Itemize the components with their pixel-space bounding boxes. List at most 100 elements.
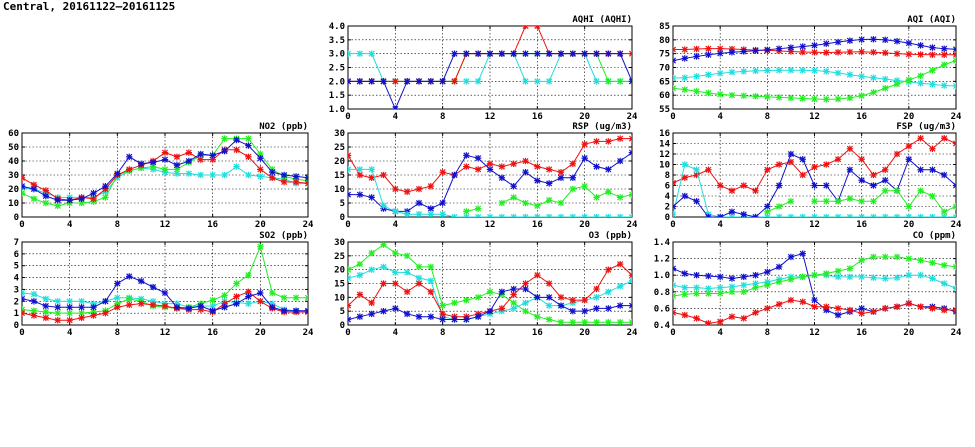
fsp-point-green	[787, 198, 795, 205]
aqi-point-red	[705, 45, 712, 52]
aqhi-point-blue	[593, 50, 600, 57]
fsp-point-blue	[846, 166, 854, 173]
co-point-red	[693, 315, 700, 322]
no2-point-blue	[280, 171, 288, 179]
co-point-red	[823, 303, 830, 310]
so2-point-blue	[54, 304, 61, 311]
rsp-point-cyan	[415, 211, 423, 217]
rsp-point-blue	[522, 169, 529, 176]
x-tick-label: 20	[579, 220, 590, 230]
so2-point-blue	[209, 307, 216, 314]
rsp-point-red	[545, 166, 553, 173]
rsp-point-red	[348, 152, 352, 159]
co-point-cyan	[858, 273, 865, 281]
x-tick-label: 20	[579, 112, 590, 122]
no2-point-red	[126, 166, 133, 173]
aqi-point-green	[764, 93, 771, 101]
co-point-cyan	[673, 281, 677, 289]
x-tick-label: 24	[951, 220, 962, 230]
x-tick-label: 4	[717, 112, 723, 122]
no2-point-blue	[30, 185, 38, 193]
rsp-point-blue	[605, 166, 612, 173]
co-point-green	[952, 263, 956, 271]
fsp-point-blue	[775, 182, 783, 189]
co-point-green	[834, 267, 842, 275]
co-point-red	[799, 298, 806, 305]
co-point-red	[681, 311, 688, 319]
fsp-point-green	[775, 203, 783, 210]
so2-point-red	[126, 301, 133, 309]
rsp-point-green	[581, 183, 588, 190]
aqi-point-green	[787, 94, 795, 102]
aqi-series-blue	[673, 36, 956, 64]
aqhi-point-blue	[368, 78, 375, 85]
y-tick-label: 5	[340, 307, 345, 317]
co-point-blue	[764, 268, 771, 276]
rsp-point-cyan	[348, 166, 352, 173]
x-tick-label: 16	[532, 220, 543, 230]
x-tick-label: 4	[393, 328, 399, 338]
o3-point-red	[628, 272, 632, 279]
co-point-blue	[705, 272, 712, 280]
co-point-red	[673, 309, 677, 316]
so2-point-blue	[30, 298, 38, 305]
y-tick-label: 85	[659, 22, 670, 32]
so2-point-blue	[137, 277, 145, 285]
aqi-point-red	[917, 51, 924, 58]
rsp-point-green	[569, 185, 577, 193]
aqi-point-cyan	[799, 67, 806, 74]
rsp-point-blue	[451, 171, 458, 179]
so2-point-red	[30, 312, 38, 319]
so2-point-red	[137, 300, 145, 307]
y-tick-label: 30	[334, 129, 345, 139]
y-tick-label: 7	[14, 238, 19, 248]
fsp-point-blue	[917, 166, 924, 173]
co-point-cyan	[740, 281, 747, 289]
aqi-chart: 0 4 8 12 16 20 24 55 60 65 70 75 80 85 AQI (AQI)	[659, 15, 962, 122]
rsp-point-cyan	[368, 166, 375, 173]
co-point-blue	[673, 265, 677, 272]
aqhi-point-red	[534, 26, 541, 30]
y-tick-label: 12	[659, 150, 670, 160]
rsp-point-blue	[463, 152, 470, 159]
o3-point-green	[463, 296, 470, 304]
rsp-series-blue	[348, 149, 632, 215]
so2-point-blue	[173, 304, 181, 311]
rsp-point-cyan	[522, 213, 529, 217]
x-tick-label: 4	[393, 220, 399, 230]
o3-point-blue	[522, 285, 529, 293]
co-point-green	[905, 255, 913, 262]
aqi-point-blue	[752, 47, 759, 54]
so2-point-blue	[78, 304, 85, 311]
fsp-point-cyan	[952, 213, 956, 217]
fsp-point-red	[929, 145, 936, 152]
co-point-green	[752, 284, 759, 291]
so2-point-green	[126, 295, 133, 303]
o3-chart: 0 4 8 12 16 20 24 0 5 10 15 20 25 30 O3 (ppb)	[334, 231, 638, 338]
co-point-green	[799, 273, 806, 281]
aqi-series-green	[673, 57, 956, 103]
so2-point-red	[114, 304, 121, 311]
aqi-point-cyan	[846, 71, 854, 78]
y-tick-label: 10	[8, 199, 19, 209]
rsp-point-green	[534, 202, 541, 209]
x-tick-label: 16	[207, 220, 218, 230]
co-point-cyan	[716, 284, 724, 291]
no2-point-cyan	[245, 171, 252, 179]
x-tick-label: 8	[440, 220, 445, 230]
fsp-point-blue	[882, 177, 889, 184]
fsp-series-blue	[673, 150, 956, 217]
rsp-point-blue	[498, 174, 506, 181]
rsp-point-cyan	[380, 202, 387, 209]
fsp-point-cyan	[870, 213, 877, 217]
co-point-red	[716, 318, 724, 325]
o3-point-red	[356, 291, 364, 298]
aqi-point-red	[893, 50, 901, 57]
no2-point-red	[280, 178, 288, 186]
fsp-point-red	[870, 171, 877, 179]
aqhi-point-cyan	[356, 50, 364, 57]
o3-point-blue	[439, 316, 446, 323]
so2-point-blue	[245, 293, 252, 300]
co-point-green	[929, 259, 936, 266]
